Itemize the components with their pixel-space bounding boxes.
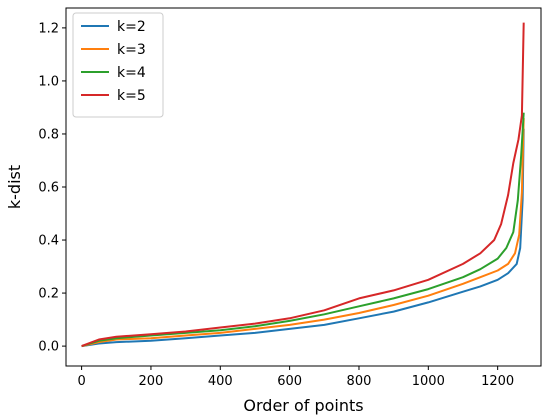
x-tick-label: 200 <box>139 374 164 389</box>
legend-label: k=5 <box>117 88 146 104</box>
x-axis-ticks: 0 200 400 600 800 1000 1200 <box>77 366 514 389</box>
series-line-k-2 <box>81 128 525 348</box>
x-tick-label: 1000 <box>412 374 445 389</box>
legend-box <box>72 12 164 118</box>
y-tick-label: 0.2 <box>38 287 59 302</box>
y-tick-label: 0.4 <box>38 234 59 249</box>
y-tick-label: 0.8 <box>38 127 59 142</box>
series-line-k-5 <box>81 22 525 348</box>
x-tick-label: 400 <box>208 374 233 389</box>
series-line-k-3 <box>81 118 525 348</box>
legend-label: k=4 <box>117 65 146 81</box>
y-tick-label: 0.6 <box>38 181 59 196</box>
y-tick-label: 0.0 <box>38 340 59 355</box>
legend-label: k=2 <box>117 19 146 35</box>
y-axis-ticks: 0.0 0.2 0.4 0.6 0.8 1.0 1.2 <box>38 21 66 355</box>
y-tick-label: 1.2 <box>38 21 59 36</box>
x-axis-label: Order of points <box>243 396 363 415</box>
series-lines <box>81 22 525 348</box>
series-line-k-4 <box>81 112 525 348</box>
legend-label: k=3 <box>117 42 146 58</box>
legend: k=2 k=3 k=4 k=5 <box>72 12 164 118</box>
x-tick-label: 800 <box>347 374 372 389</box>
x-tick-label: 600 <box>277 374 302 389</box>
x-tick-label: 1200 <box>481 374 514 389</box>
y-tick-label: 1.0 <box>38 74 59 89</box>
x-tick-label: 0 <box>77 374 85 389</box>
y-axis-label: k-dist <box>5 165 24 209</box>
